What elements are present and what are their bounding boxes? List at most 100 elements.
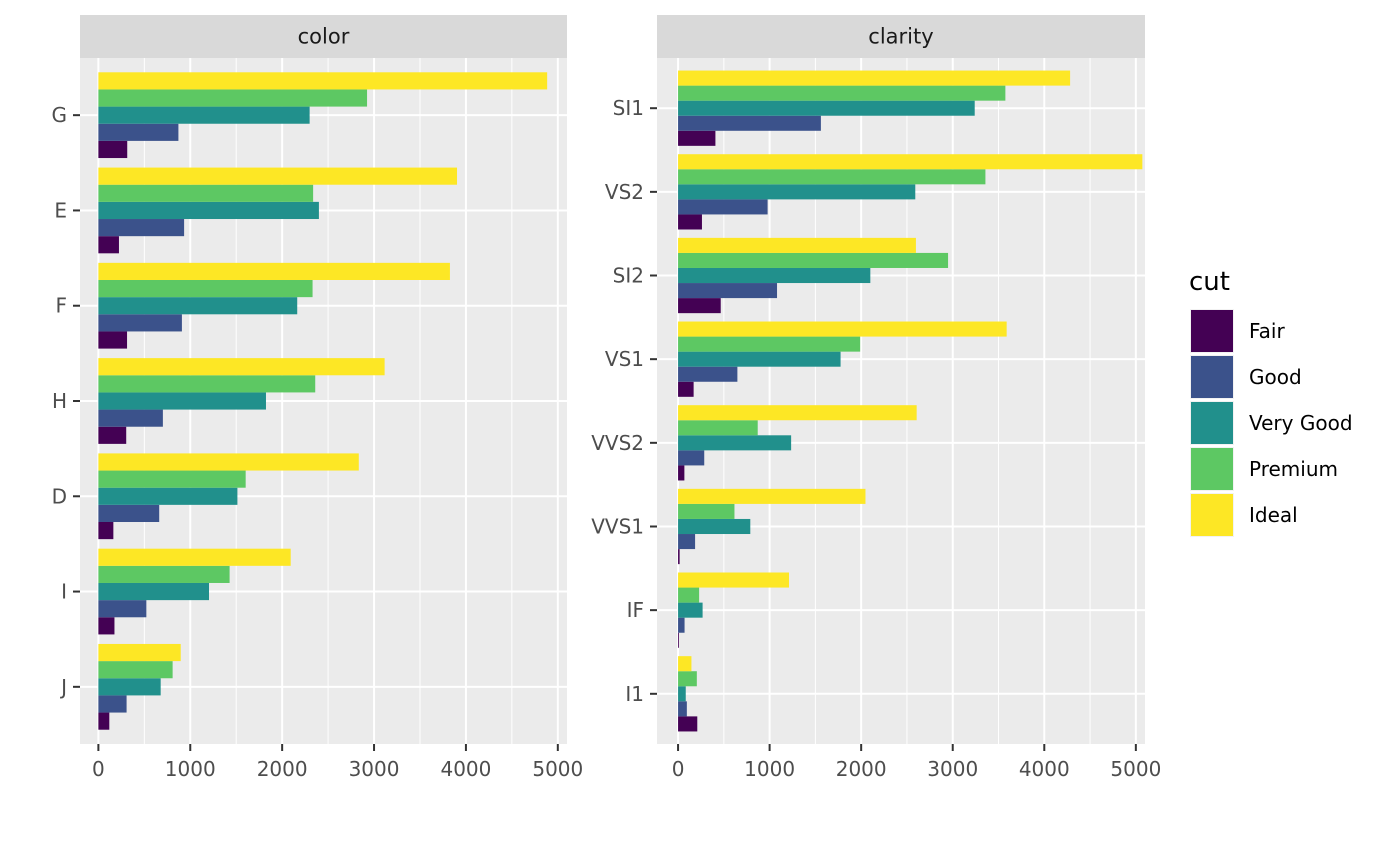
bar-ideal-e [98, 167, 458, 185]
x-tick-label: 0 [672, 757, 685, 781]
y-tick-label: VVS2 [591, 431, 644, 455]
bar-good-vs2 [678, 199, 768, 215]
bar-ideal-g [98, 72, 548, 90]
bar-premium-h [98, 375, 316, 393]
bar-fair-vvs2 [678, 465, 685, 481]
bar-very-good-si2 [678, 267, 871, 284]
bar-premium-f [98, 279, 313, 298]
y-tick-label: G [52, 103, 68, 127]
bar-good-vvs2 [678, 450, 705, 466]
y-tick-label: F [55, 294, 67, 318]
bar-fair-j [98, 712, 110, 730]
bar-premium-if [678, 587, 700, 603]
bar-good-f [98, 314, 182, 332]
facet-strip [80, 15, 567, 58]
bar-premium-vvs1 [678, 503, 735, 519]
bar-ideal-h [98, 358, 385, 376]
bar-premium-si2 [678, 252, 949, 268]
bar-good-d [98, 504, 160, 523]
legend-label: Very Good [1249, 411, 1353, 435]
y-tick-label: SI1 [613, 96, 644, 120]
legend-swatch-ideal [1191, 494, 1233, 536]
facet-strip [657, 15, 1145, 58]
bar-good-e [98, 219, 185, 237]
bar-good-vs1 [678, 366, 738, 382]
bar-ideal-si1 [678, 70, 1071, 86]
x-tick-label: 2000 [836, 757, 887, 781]
x-tick-label: 3000 [927, 757, 978, 781]
y-tick-label: I [61, 580, 67, 604]
bar-premium-i1 [678, 671, 697, 687]
legend-label: Good [1249, 365, 1302, 389]
y-tick-label: SI2 [613, 264, 644, 288]
bar-very-good-f [98, 297, 298, 315]
facet-strip-label: clarity [868, 25, 933, 49]
bar-fair-i1 [678, 716, 698, 732]
bar-very-good-vs2 [678, 184, 916, 200]
bar-very-good-h [98, 392, 266, 410]
bar-ideal-vs1 [678, 321, 1007, 337]
bar-premium-si1 [678, 85, 1006, 101]
y-tick-label: IF [627, 598, 644, 622]
y-tick-label: VS2 [605, 180, 644, 204]
bar-good-i1 [678, 701, 687, 717]
legend-label: Fair [1249, 319, 1285, 343]
bar-good-if [678, 617, 685, 633]
y-tick-label: I1 [625, 682, 644, 706]
bar-fair-si2 [678, 298, 721, 314]
bar-very-good-g [98, 106, 310, 124]
legend-label: Premium [1249, 457, 1338, 481]
bar-ideal-j [98, 643, 181, 662]
bar-very-good-if [678, 602, 703, 618]
facet-strip-label: color [298, 25, 350, 49]
bar-premium-d [98, 470, 246, 488]
bar-very-good-d [98, 487, 238, 505]
y-tick-label: H [52, 389, 67, 413]
legend-swatch-very-good [1191, 402, 1233, 444]
x-tick-label: 2000 [257, 757, 308, 781]
bar-fair-vs1 [678, 381, 694, 397]
bar-good-g [98, 123, 179, 141]
bar-premium-g [98, 89, 368, 107]
bar-fair-if [678, 632, 679, 648]
bar-fair-vs2 [678, 214, 702, 230]
bar-good-vvs1 [678, 534, 696, 550]
bar-ideal-i1 [678, 656, 692, 672]
y-tick-label: VS1 [605, 347, 644, 371]
bar-very-good-si1 [678, 100, 975, 116]
bar-ideal-d [98, 453, 359, 471]
bar-fair-i [98, 617, 115, 635]
y-tick-label: E [54, 198, 67, 222]
bar-good-si2 [678, 283, 778, 299]
x-tick-label: 1000 [744, 757, 795, 781]
legend: cut Fair Good Very Good Premium Ideal [1189, 267, 1353, 537]
bar-premium-e [98, 184, 314, 202]
legend-swatch-premium [1191, 448, 1233, 490]
bar-fair-d [98, 522, 114, 540]
bar-very-good-vvs2 [678, 435, 792, 451]
bar-premium-i [98, 565, 230, 583]
bar-fair-si1 [678, 130, 716, 146]
bar-ideal-si2 [678, 237, 916, 253]
x-tick-label: 5000 [532, 757, 583, 781]
bar-fair-h [98, 426, 127, 444]
x-tick-label: 0 [92, 757, 105, 781]
bar-very-good-i [98, 582, 210, 601]
bar-good-h [98, 409, 163, 427]
bar-good-j [98, 695, 127, 713]
bar-ideal-if [678, 572, 790, 588]
y-tick-label: J [59, 675, 67, 699]
bar-fair-e [98, 236, 119, 254]
legend-label: Ideal [1249, 503, 1298, 527]
bar-good-si1 [678, 115, 821, 131]
x-tick-label: 5000 [1110, 757, 1161, 781]
y-tick-label: D [52, 484, 67, 508]
legend-title: cut [1189, 267, 1230, 297]
bar-ideal-vs2 [678, 154, 1143, 170]
bar-ideal-vvs1 [678, 488, 866, 504]
y-tick-label: VVS1 [591, 514, 644, 538]
legend-swatch-good [1191, 356, 1233, 398]
bar-fair-g [98, 140, 128, 159]
bar-premium-vvs2 [678, 420, 758, 436]
